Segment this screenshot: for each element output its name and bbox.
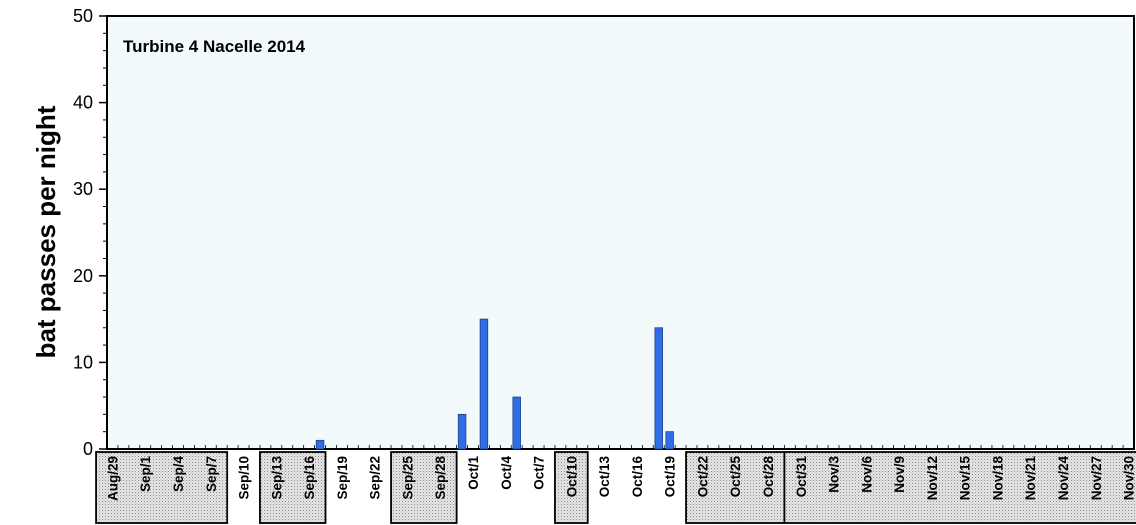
x-tick-label: Sep/13 xyxy=(269,456,284,500)
shaded-period xyxy=(554,451,589,524)
y-tick-label: 0 xyxy=(83,439,93,459)
x-tick-label: Sep/10 xyxy=(237,456,252,500)
x-tick-label: Oct/25 xyxy=(728,456,743,498)
x-tick-label: Oct/4 xyxy=(499,456,514,490)
x-tick-label: Sep/28 xyxy=(433,456,448,500)
bar xyxy=(457,413,467,450)
plot-background xyxy=(106,15,1135,450)
y-tick-label: 50 xyxy=(73,6,93,26)
x-tick-label: Nov/12 xyxy=(925,456,940,500)
x-tick-label: Sep/4 xyxy=(171,456,186,493)
x-tick-label: Oct/13 xyxy=(597,456,612,498)
bar xyxy=(315,439,325,450)
x-tick-label: Sep/7 xyxy=(204,456,219,492)
x-tick-label: Nov/24 xyxy=(1056,456,1071,501)
x-tick-label: Oct/10 xyxy=(564,456,579,497)
x-tick-label: Oct/16 xyxy=(630,456,645,498)
y-tick-label: 30 xyxy=(73,179,93,199)
x-tick-label: Nov/9 xyxy=(892,456,907,493)
y-tick-label: 20 xyxy=(73,266,93,286)
y-axis: 0 10 20 30 40 50 xyxy=(73,6,107,459)
x-tick-label: Sep/22 xyxy=(368,456,383,500)
x-tick-label: Oct/7 xyxy=(532,456,547,490)
x-tick-label: Sep/1 xyxy=(138,456,153,493)
x-tick-label: Sep/25 xyxy=(400,456,415,500)
x-tick-label: Oct/22 xyxy=(695,456,710,497)
x-tick-label: Nov/3 xyxy=(827,456,842,493)
bar xyxy=(512,396,521,450)
shaded-period xyxy=(259,451,327,524)
y-axis-label: bat passes per night xyxy=(31,105,61,358)
x-tick-label: Nov/6 xyxy=(859,456,874,493)
x-tick-label: Sep/16 xyxy=(302,456,317,500)
shaded-period xyxy=(95,451,229,524)
x-minor-ticks xyxy=(106,445,1135,449)
x-tick-label: Nov/15 xyxy=(958,456,973,501)
shaded-period xyxy=(390,451,458,524)
x-tick-label: Sep/19 xyxy=(335,456,350,500)
x-tick-label: Nov/27 xyxy=(1089,456,1104,500)
x-tick-label: Aug/29 xyxy=(105,456,120,501)
x-tick-label: Nov/30 xyxy=(1122,456,1136,500)
y-tick-label: 10 xyxy=(73,352,93,372)
x-tick-label: Oct/1 xyxy=(466,456,481,490)
bar xyxy=(654,327,663,450)
bar xyxy=(665,431,674,450)
x-tick-label: Nov/18 xyxy=(990,456,1005,501)
x-axis: Aug/29 Sep/1 Sep/4 Sep/7 Sep/10 Sep/13 Sep/16 S… xyxy=(95,451,1136,524)
bar xyxy=(479,318,489,450)
chart-title: Turbine 4 Nacelle 2014 xyxy=(123,37,306,56)
x-tick-label: Oct/19 xyxy=(663,456,678,497)
x-tick-label: Oct/31 xyxy=(794,456,809,498)
x-tick-label: Nov/21 xyxy=(1023,456,1038,501)
x-tick-label: Oct/28 xyxy=(761,456,776,498)
shaded-period xyxy=(783,451,1136,524)
y-tick-label: 40 xyxy=(73,93,93,113)
bars xyxy=(315,318,674,450)
shaded-period xyxy=(685,451,786,524)
